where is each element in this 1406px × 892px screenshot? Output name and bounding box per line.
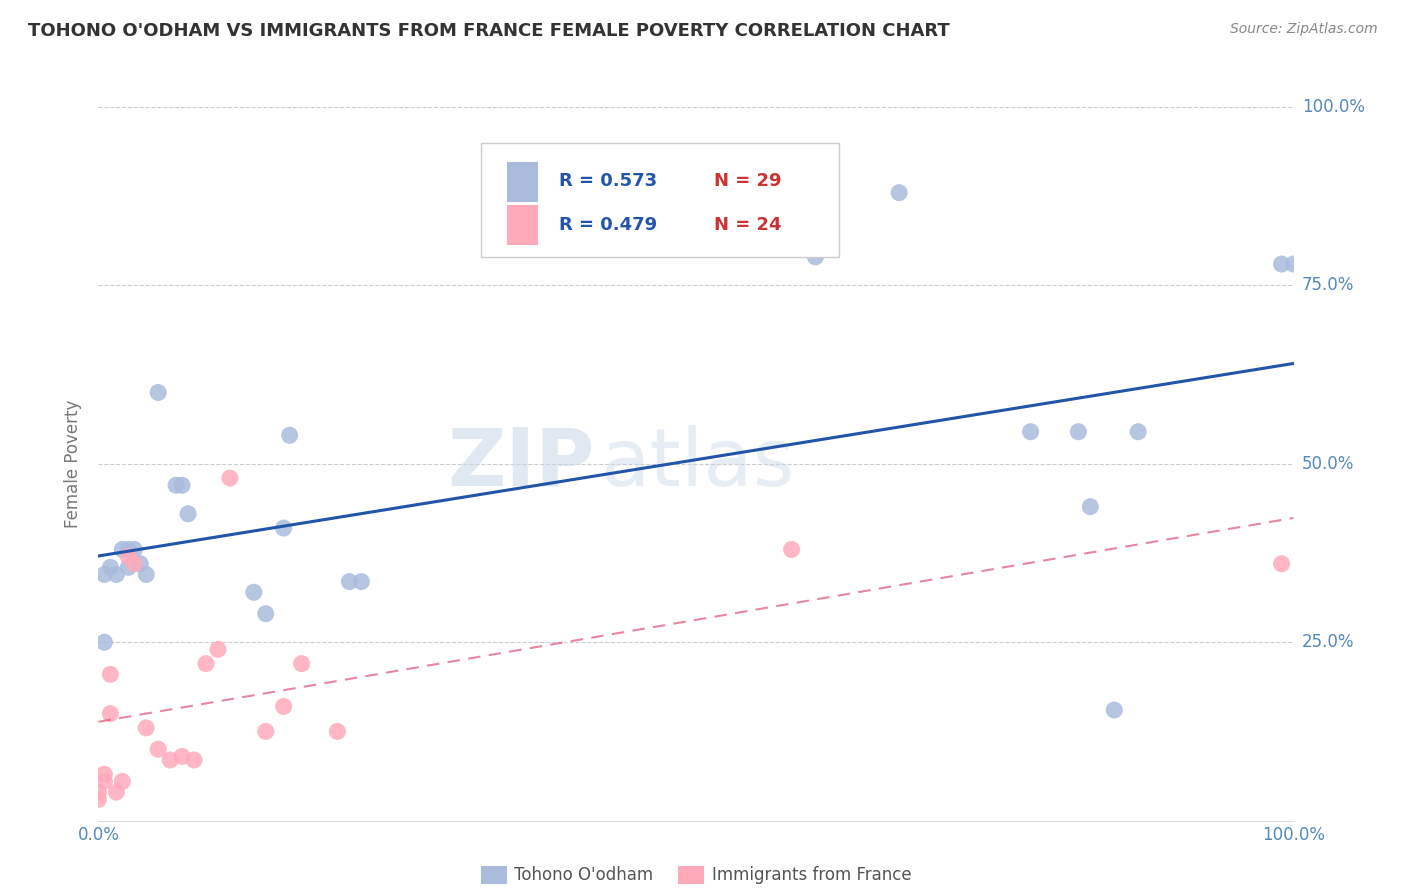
- Point: [117, 560, 139, 574]
- Point: [93, 774, 115, 789]
- Point: [337, 574, 360, 589]
- Point: [1019, 425, 1042, 439]
- FancyBboxPatch shape: [508, 162, 537, 202]
- Point: [93, 635, 115, 649]
- Point: [183, 753, 205, 767]
- Text: ZIP: ZIP: [447, 425, 595, 503]
- Point: [159, 753, 181, 767]
- Point: [98, 667, 122, 681]
- Point: [111, 542, 134, 557]
- Point: [273, 699, 295, 714]
- Point: [1128, 425, 1150, 439]
- Point: [254, 607, 277, 621]
- Point: [172, 749, 194, 764]
- Point: [1271, 557, 1294, 571]
- Point: [1067, 425, 1090, 439]
- Point: [93, 567, 115, 582]
- Text: Source: ZipAtlas.com: Source: ZipAtlas.com: [1230, 22, 1378, 37]
- Point: [243, 585, 266, 599]
- Point: [117, 542, 139, 557]
- Point: [135, 567, 157, 582]
- Point: [148, 385, 170, 400]
- Text: atlas: atlas: [600, 425, 794, 503]
- Point: [1271, 257, 1294, 271]
- Point: [105, 785, 128, 799]
- Point: [98, 706, 122, 721]
- Text: 100.0%: 100.0%: [1302, 98, 1365, 116]
- Point: [350, 574, 373, 589]
- Point: [129, 557, 152, 571]
- Point: [889, 186, 911, 200]
- Text: TOHONO O'ODHAM VS IMMIGRANTS FROM FRANCE FEMALE POVERTY CORRELATION CHART: TOHONO O'ODHAM VS IMMIGRANTS FROM FRANCE…: [28, 22, 950, 40]
- Point: [326, 724, 349, 739]
- Point: [254, 724, 277, 739]
- Point: [780, 542, 803, 557]
- Point: [148, 742, 170, 756]
- Point: [273, 521, 295, 535]
- Text: N = 29: N = 29: [714, 172, 782, 190]
- Point: [290, 657, 312, 671]
- Text: R = 0.479: R = 0.479: [558, 216, 657, 234]
- Text: N = 24: N = 24: [714, 216, 782, 234]
- Point: [1080, 500, 1102, 514]
- Y-axis label: Female Poverty: Female Poverty: [65, 400, 83, 528]
- Point: [278, 428, 301, 442]
- Point: [135, 721, 157, 735]
- Point: [1102, 703, 1125, 717]
- Point: [172, 478, 194, 492]
- Point: [124, 542, 146, 557]
- Text: 25.0%: 25.0%: [1302, 633, 1354, 651]
- Point: [98, 560, 122, 574]
- Point: [219, 471, 242, 485]
- Point: [117, 549, 139, 564]
- Point: [207, 642, 229, 657]
- Point: [177, 507, 200, 521]
- Point: [194, 657, 217, 671]
- Point: [1282, 257, 1305, 271]
- Point: [804, 250, 827, 264]
- Point: [87, 785, 110, 799]
- FancyBboxPatch shape: [508, 205, 537, 244]
- Text: 50.0%: 50.0%: [1302, 455, 1354, 473]
- Text: 75.0%: 75.0%: [1302, 277, 1354, 294]
- FancyBboxPatch shape: [481, 143, 839, 257]
- Point: [105, 567, 128, 582]
- Point: [165, 478, 187, 492]
- Point: [124, 557, 146, 571]
- Point: [93, 767, 115, 781]
- Point: [87, 792, 110, 806]
- Legend: Tohono O'odham, Immigrants from France: Tohono O'odham, Immigrants from France: [474, 859, 918, 891]
- Point: [111, 774, 134, 789]
- Text: R = 0.573: R = 0.573: [558, 172, 657, 190]
